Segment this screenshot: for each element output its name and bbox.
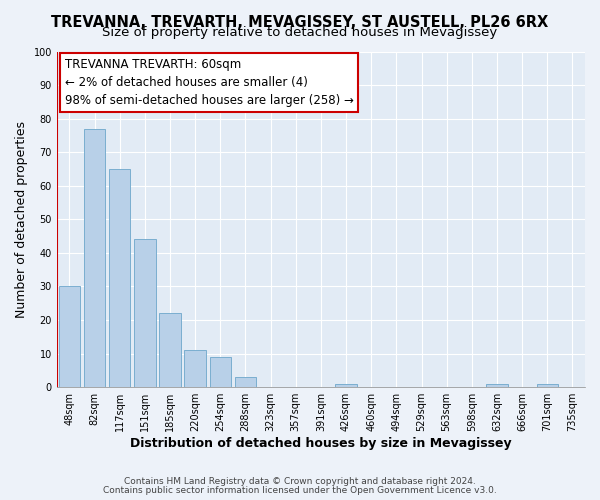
Text: Size of property relative to detached houses in Mevagissey: Size of property relative to detached ho… — [103, 26, 497, 39]
Bar — [486, 384, 508, 387]
Text: Contains HM Land Registry data © Crown copyright and database right 2024.: Contains HM Land Registry data © Crown c… — [124, 477, 476, 486]
Bar — [109, 169, 130, 387]
Bar — [536, 384, 558, 387]
Bar — [235, 377, 256, 387]
Text: TREVANNA, TREVARTH, MEVAGISSEY, ST AUSTELL, PL26 6RX: TREVANNA, TREVARTH, MEVAGISSEY, ST AUSTE… — [52, 15, 548, 30]
Bar — [184, 350, 206, 387]
Bar — [209, 357, 231, 387]
Bar — [59, 286, 80, 387]
Bar — [335, 384, 357, 387]
Bar — [159, 314, 181, 387]
Text: Contains public sector information licensed under the Open Government Licence v3: Contains public sector information licen… — [103, 486, 497, 495]
Text: TREVANNA TREVARTH: 60sqm
← 2% of detached houses are smaller (4)
98% of semi-det: TREVANNA TREVARTH: 60sqm ← 2% of detache… — [65, 58, 353, 107]
Bar — [134, 240, 155, 387]
Bar — [84, 128, 105, 387]
Y-axis label: Number of detached properties: Number of detached properties — [15, 121, 28, 318]
X-axis label: Distribution of detached houses by size in Mevagissey: Distribution of detached houses by size … — [130, 437, 512, 450]
